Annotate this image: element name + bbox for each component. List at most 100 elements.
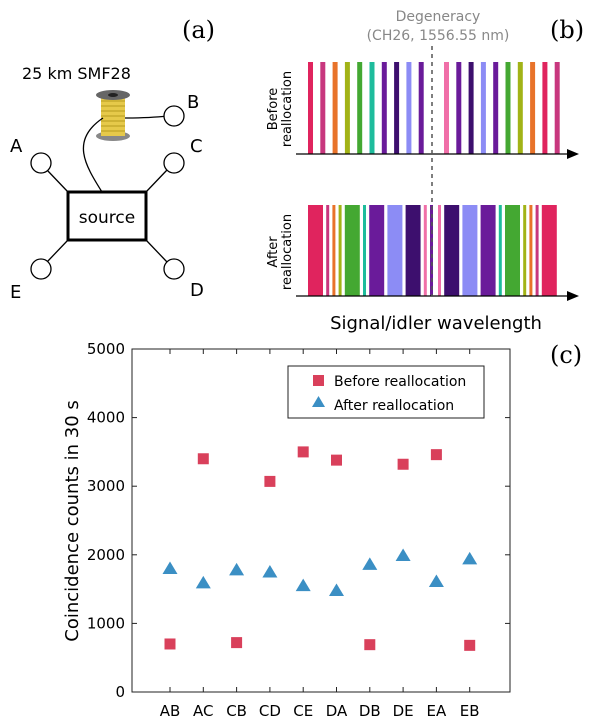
- before-bar: [517, 62, 523, 154]
- panel-a: (a) 25 km SMF28 source: [10, 16, 215, 303]
- before-bar: [357, 62, 363, 154]
- x-tick-label: CB: [226, 702, 247, 720]
- panel-c: (c) 0 1000 2000 3000 4000 5000 AB AC CB CD CE DA DB…: [62, 340, 582, 720]
- degeneracy-channel: (CH26, 1556.55 nm): [367, 28, 510, 44]
- point-after: [262, 564, 278, 578]
- point-before: [430, 449, 442, 461]
- before-label-1: Before: [266, 88, 281, 131]
- before-bar: [456, 62, 462, 154]
- after-bar: [344, 205, 360, 296]
- legend-box: [287, 365, 485, 419]
- point-after: [462, 551, 478, 565]
- node-e-label: E: [10, 282, 21, 303]
- after-label-2: reallocation: [280, 214, 295, 290]
- x-tick-label: CE: [293, 702, 313, 720]
- after-bar: [529, 205, 533, 296]
- before-bar: [542, 62, 548, 154]
- before-bar: [493, 62, 499, 154]
- x-axis: AB AC CB CD CE DA DB DE EA EB: [160, 349, 480, 720]
- y-tick-label: 4000: [87, 409, 125, 427]
- after-bar: [505, 205, 520, 296]
- point-after: [229, 562, 245, 576]
- after-bar: [430, 205, 433, 296]
- degeneracy-label: Degeneracy: [396, 9, 481, 25]
- before-bar: [505, 62, 511, 154]
- y-tick-label: 3000: [87, 477, 125, 495]
- point-before: [397, 458, 409, 470]
- before-bar: [369, 62, 375, 154]
- node-c-label: C: [190, 136, 203, 157]
- fiber-to-source: [82, 117, 104, 193]
- node-a-label: A: [10, 136, 23, 157]
- panel-b-label: (b): [550, 16, 584, 44]
- source-box: [66, 190, 148, 242]
- before-bar: [406, 62, 412, 154]
- panel-a-label: (a): [182, 16, 215, 44]
- legend-before-label: Before reallocation: [334, 374, 466, 390]
- point-before: [231, 637, 243, 649]
- y-axis: 0 1000 2000 3000 4000 5000: [87, 340, 510, 701]
- panel-b-xlabel: Signal/idler wavelength: [330, 313, 542, 334]
- source-label: source: [79, 208, 135, 228]
- after-bar: [423, 205, 427, 296]
- x-tick-label: CD: [259, 702, 281, 720]
- node-b-label: B: [187, 92, 199, 113]
- node-d-label: D: [190, 280, 204, 301]
- after-bar: [387, 205, 403, 296]
- before-bar: [320, 62, 326, 154]
- y-tick-label: 2000: [87, 546, 125, 564]
- point-before: [164, 638, 176, 650]
- before-bar: [554, 62, 560, 154]
- before-axis-arrow-icon: [567, 149, 579, 159]
- node-d: [163, 258, 185, 280]
- y-tick-label: 1000: [87, 614, 125, 632]
- x-tick-label: EB: [460, 702, 480, 720]
- panel-c-label: (c): [550, 341, 582, 369]
- before-bar: [444, 62, 449, 154]
- after-bar: [438, 205, 441, 296]
- point-after: [162, 561, 178, 575]
- point-after: [395, 548, 411, 561]
- before-bar: [308, 62, 313, 154]
- point-before: [331, 454, 342, 466]
- x-tick-label: AC: [193, 702, 213, 720]
- before-bar: [418, 62, 424, 154]
- after-spectrum: [308, 205, 557, 296]
- after-bar: [363, 205, 366, 296]
- scatter-points: [162, 446, 478, 651]
- legend-after-label: After reallocation: [334, 398, 454, 414]
- y-tick-label: 0: [115, 683, 125, 701]
- after-bar: [523, 205, 527, 296]
- legend-square-icon: [313, 375, 324, 386]
- after-bar: [326, 205, 330, 296]
- after-bar: [405, 205, 421, 296]
- fiber-spool-icon: [96, 90, 130, 141]
- x-tick-label: DA: [326, 702, 348, 720]
- y-tick-label: 5000: [87, 340, 125, 358]
- point-before: [197, 453, 209, 465]
- point-after: [195, 575, 211, 589]
- before-label-2: reallocation: [280, 71, 295, 147]
- before-bar: [530, 62, 536, 154]
- after-bar: [332, 205, 336, 296]
- fiber-label: 25 km SMF28: [22, 64, 131, 83]
- before-spectrum: [308, 62, 560, 154]
- before-bar: [468, 62, 474, 154]
- after-bar: [444, 205, 460, 296]
- x-tick-label: DE: [393, 702, 414, 720]
- point-after: [362, 557, 378, 570]
- point-before: [297, 446, 309, 458]
- point-after: [295, 578, 311, 592]
- before-bar: [394, 62, 400, 154]
- after-bar: [535, 205, 539, 296]
- after-bar: [462, 205, 478, 296]
- x-tick-label: DB: [359, 702, 381, 720]
- before-bar: [332, 62, 338, 154]
- point-before: [464, 639, 476, 651]
- legend-triangle-icon: [312, 396, 325, 407]
- after-bar: [480, 205, 496, 296]
- node-c: [163, 152, 185, 174]
- after-label-1: After: [266, 236, 281, 268]
- after-bar: [498, 205, 502, 296]
